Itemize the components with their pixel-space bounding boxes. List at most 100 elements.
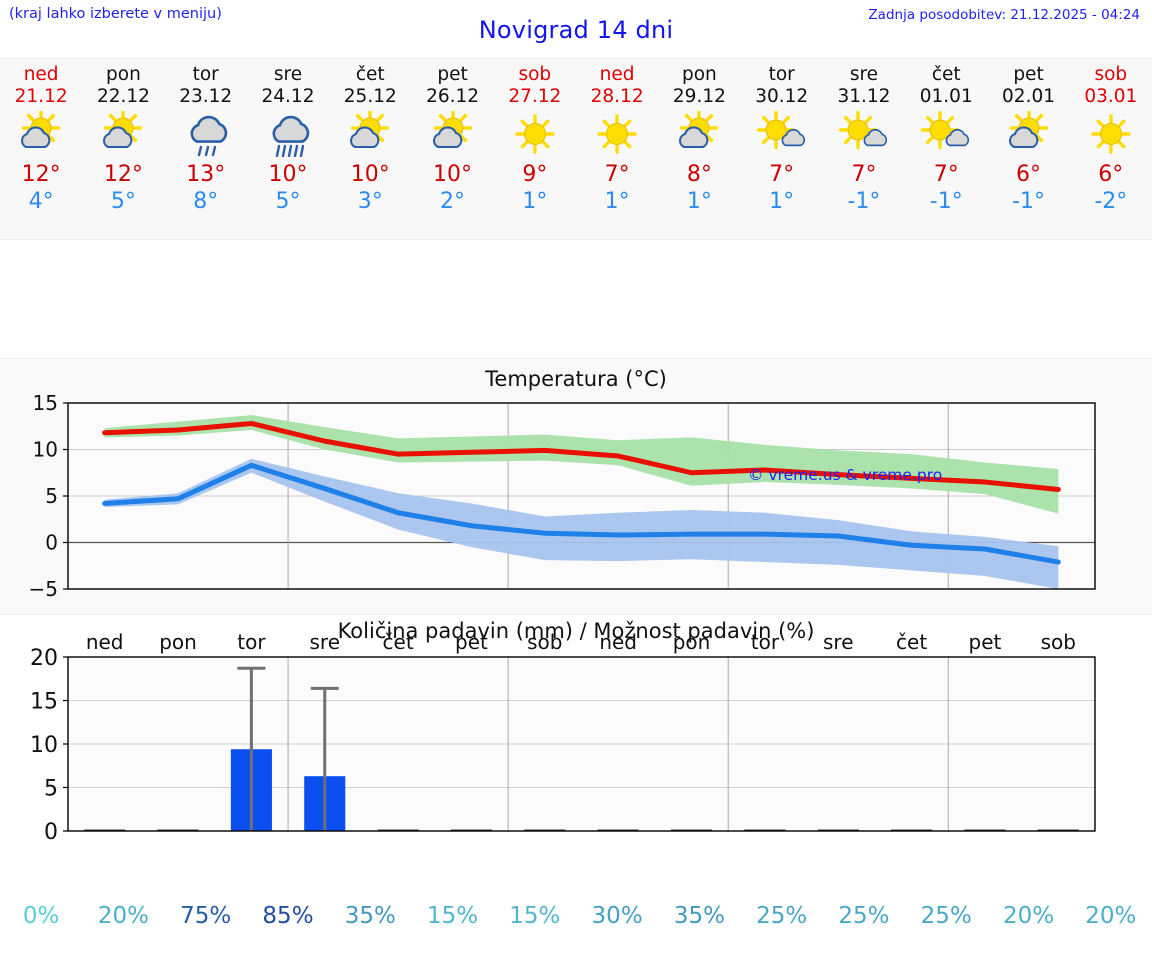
day-column[interactable]: pet 26.12 10° 2° [411,59,493,239]
day-columns: ned 21.12 12° 4° pon 22.12 12° 5° tor 23.12 13°… [0,59,1152,239]
sun-icon [507,110,563,158]
svg-text:10: 10 [30,733,58,758]
sun-icon [1083,110,1139,158]
precipitation-probability: 0% [22,903,60,929]
day-of-week: pon [681,64,717,85]
sun-icon [589,110,645,158]
sun-cloud-icon [342,110,398,158]
day-column[interactable]: ned 28.12 7° 1° [576,59,658,239]
svg-text:15: 15 [30,690,58,715]
sun-cloud-icon [13,110,69,158]
day-date: 27.12 [508,86,562,107]
svg-text:5: 5 [45,484,58,508]
precipitation-probability: 30% [591,903,643,929]
day-temp-max: 10° [433,162,473,187]
precipitation-plot: ned pon tor sre čet pet sob ned pon tor sre čet pet s… [30,630,1096,845]
day-date: 28.12 [590,86,644,107]
day-column[interactable]: pon 22.12 12° 5° [82,59,164,239]
last-updated-text: Zadnja posodobitev: 21.12.2025 - 04:24 [868,7,1140,23]
day-of-week: ned [599,64,635,85]
day-date: 31.12 [837,86,891,107]
precipitation-probability: 15% [509,903,561,929]
sun-smallcloud-icon [754,110,810,158]
svg-text:20: 20 [30,646,58,671]
day-column[interactable]: tor 30.12 7° 1° [741,59,823,239]
svg-text:5: 5 [44,777,58,802]
day-temp-min: 1° [769,189,795,214]
day-date: 26.12 [426,86,480,107]
day-column[interactable]: sob 03.01 6° -2° [1070,59,1152,239]
day-temp-max: 9° [522,162,548,187]
day-date: 25.12 [343,86,397,107]
temperature-chart-title: Temperatura (°C) [485,367,667,391]
day-temp-max: 7° [851,162,877,187]
day-temp-min: -1° [1012,189,1045,214]
day-of-week: sre [849,64,879,85]
day-temp-min: 8° [193,189,219,214]
day-of-week: pet [437,64,468,85]
svg-text:čet: čet [896,630,927,654]
svg-text:sob: sob [527,630,562,654]
daily-forecast-strip: ned 21.12 12° 4° pon 22.12 12° 5° tor 23.12 13°… [0,58,1152,240]
day-column[interactable]: pet 02.01 6° -1° [987,59,1069,239]
precipitation-probability: 20% [1002,903,1055,929]
day-temp-min: -1° [847,189,881,214]
day-date: 30.12 [755,86,809,107]
svg-text:ned: ned [599,630,637,654]
day-temp-min: 1° [604,189,630,214]
day-column[interactable]: sre 31.12 7° -1° [823,59,905,239]
day-of-week: ned [23,64,59,85]
day-date: 01.01 [919,86,973,107]
day-of-week: sob [1094,64,1128,85]
day-temp-min: 5° [110,189,136,214]
day-column[interactable]: tor 23.12 13° 8° [165,59,247,239]
svg-text:tor: tor [751,630,780,654]
precipitation-probability: 20% [1085,903,1137,929]
day-column[interactable]: pon 29.12 8° 1° [658,59,740,239]
day-temp-min: 2° [440,189,466,214]
svg-text:sre: sre [823,630,854,654]
day-temp-max: 10° [268,162,308,187]
spacer [0,240,1152,358]
day-column[interactable]: sob 27.12 9° 1° [494,59,576,239]
page-header: (kraj lahko izberete v meniju) Novigrad … [0,0,1152,58]
svg-text:pon: pon [159,630,197,654]
svg-text:ned: ned [86,630,124,654]
day-temp-min: -2° [1094,189,1128,214]
sun-cloud-icon [671,110,727,158]
day-of-week: sre [273,64,303,85]
day-temp-max: 7° [769,162,795,187]
day-temp-min: 4° [28,189,54,214]
sun-cloud-icon [95,110,151,158]
cloud-rain-light-icon [178,110,234,158]
precipitation-probability: 20% [97,903,149,929]
day-date: 21.12 [14,86,68,107]
day-of-week: tor [768,64,795,85]
day-date: 23.12 [179,86,233,107]
day-column[interactable]: čet 25.12 10° 3° [329,59,411,239]
precipitation-probability: 85% [262,903,314,929]
cloud-rain-heavy-icon [260,110,316,158]
day-temp-min: 3° [357,189,383,214]
day-of-week: čet [931,64,961,85]
day-date: 29.12 [672,86,726,107]
day-temp-min: 5° [275,189,301,214]
precipitation-probability-row: 0% 20% 75% 85% 35% 15% 15% 30% 35% 25% 25% 25% 20% 20… [0,899,1152,939]
day-date: 03.01 [1084,86,1138,107]
day-of-week: sob [518,64,552,85]
sun-cloud-icon [1001,110,1057,158]
page-title: Novigrad 14 dni [478,16,674,44]
day-column[interactable]: sre 24.12 10° 5° [247,59,329,239]
day-column[interactable]: ned 21.12 12° 4° [0,59,82,239]
day-temp-max: 6° [1098,162,1124,187]
precipitation-chart: Količina padavin (mm) / Možnost padavin … [0,615,1152,855]
day-temp-max: 8° [686,162,712,187]
menu-hint-text: (kraj lahko izberete v meniju) [9,6,222,22]
svg-text:0: 0 [45,531,58,555]
day-temp-max: 12° [103,162,143,187]
svg-text:10: 10 [33,438,58,462]
day-column[interactable]: čet 01.01 7° -1° [905,59,987,239]
day-temp-max: 13° [186,162,226,187]
day-temp-max: 7° [933,162,959,187]
day-of-week: tor [192,64,219,85]
